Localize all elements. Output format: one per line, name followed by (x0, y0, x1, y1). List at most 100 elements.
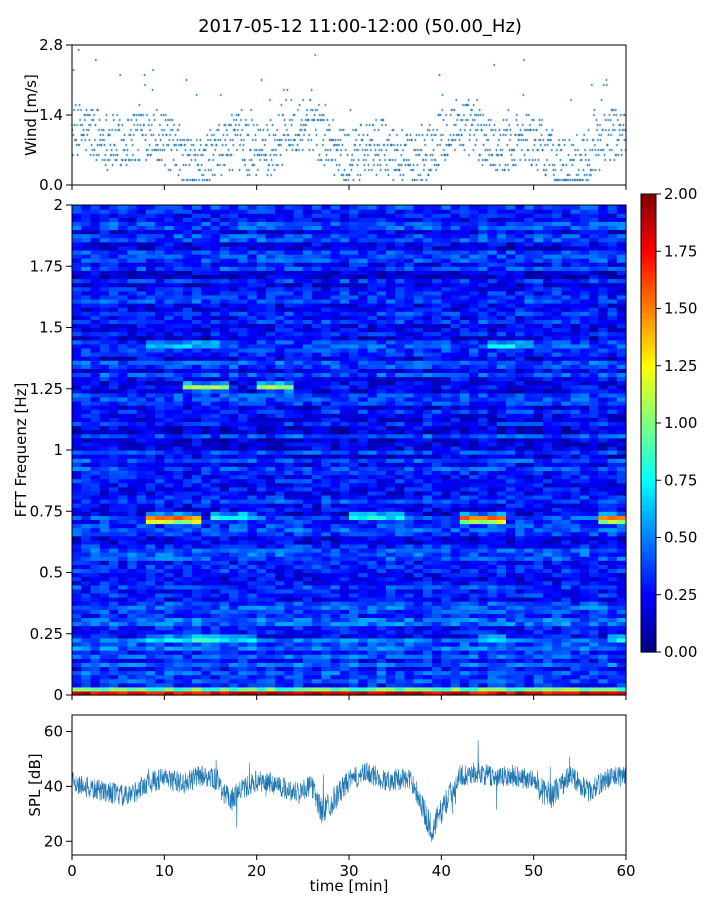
spectrogram-cell (182, 543, 193, 549)
spectrogram-cell (99, 678, 110, 684)
spectrogram-cell (136, 478, 147, 484)
spectrogram-cell (173, 666, 184, 672)
spectrogram-cell (81, 564, 92, 570)
spectrogram-cell (422, 527, 433, 533)
spectrogram-cell (302, 690, 313, 696)
spectrogram-cell (367, 568, 378, 574)
spectrogram-cell (164, 678, 175, 684)
spectrogram-cell (598, 580, 609, 586)
wind-point (171, 138, 175, 142)
spectrogram-cell (395, 462, 405, 467)
spectrogram-cell (459, 617, 470, 623)
spectrogram-cell (598, 564, 609, 570)
spectrogram-cell (367, 654, 378, 659)
spectrogram-cell (505, 690, 516, 696)
spectrogram-cell (552, 605, 562, 610)
spectrogram-cell (404, 641, 415, 647)
spectrogram-cell (247, 678, 258, 684)
spectrogram-cell (533, 552, 544, 557)
spectrogram-cell (312, 499, 322, 504)
spectrogram-cell (395, 576, 405, 582)
spectrogram-cell (542, 609, 553, 614)
spectrogram-cell (173, 690, 184, 696)
spectrogram-cell (99, 576, 110, 582)
spectrogram-cell (210, 552, 221, 557)
spectrogram-cell (275, 445, 285, 451)
spectrogram-cell (561, 617, 572, 623)
spectrogram-cell (432, 503, 442, 508)
spectrogram-cell (210, 613, 221, 619)
spectrogram-cell (201, 458, 212, 463)
spectrogram-cell (579, 605, 590, 610)
spectrogram-cell (72, 548, 82, 553)
spectrogram-cell (469, 641, 479, 647)
spectrogram-cell (201, 641, 212, 647)
spectrogram-cell (293, 458, 304, 463)
spectrogram-cell (542, 686, 553, 692)
spectrogram-cell (72, 637, 82, 643)
spectrogram-cell (164, 580, 175, 586)
wind-point (464, 123, 467, 127)
wind-point (563, 143, 566, 147)
spectrogram-cell (533, 482, 544, 488)
wind-point (333, 158, 337, 162)
spectrogram-cell (99, 466, 110, 472)
spectrogram-cell (293, 454, 304, 459)
wind-point (237, 113, 240, 117)
spectrogram-cell (210, 601, 221, 606)
spectrogram-cell (542, 592, 553, 598)
spectrogram-cell (367, 445, 378, 451)
spectrogram-cell (367, 486, 378, 492)
spectrogram-cell (349, 650, 359, 655)
spectrogram-cell (598, 629, 609, 635)
spectrogram-cell (570, 580, 581, 586)
spectrogram-cell (219, 494, 230, 500)
spectrogram-cell (72, 523, 82, 529)
spectrogram-cell (192, 682, 202, 688)
spectrogram-cell (192, 670, 202, 676)
spectrogram-cell (441, 641, 452, 647)
spectrogram-cell (533, 539, 544, 545)
wind-point (84, 113, 87, 117)
spectrogram-cell (570, 474, 581, 480)
spectrogram-cell (589, 662, 599, 668)
spectrogram-cell (247, 507, 258, 512)
wind-point (93, 138, 97, 142)
spectrogram-cell (330, 666, 341, 672)
spectrogram-cell (542, 641, 553, 647)
spectrogram-cell (312, 670, 322, 676)
wind-point (373, 128, 377, 132)
wind-point (122, 138, 126, 142)
spectrogram-cell (570, 519, 581, 525)
wind-point (284, 123, 287, 127)
spectrogram-cell (312, 445, 322, 451)
spectrogram-cell (469, 576, 479, 582)
spectrogram-cell (441, 580, 452, 586)
spectrogram-cell (487, 678, 498, 684)
spectrogram-cell (182, 462, 193, 467)
spectrogram-cell (275, 629, 285, 635)
wind-point (232, 143, 235, 147)
wind-point (207, 168, 210, 172)
spectrogram-cell (579, 654, 590, 659)
spectrogram-cell (607, 499, 618, 504)
spectrogram-cell (210, 519, 221, 525)
spectrogram-cell (256, 637, 267, 643)
spectrogram-cell (155, 511, 165, 516)
spectrogram-cell (127, 592, 138, 598)
spectrogram-cell (441, 503, 452, 508)
spectrogram-cell (330, 580, 341, 586)
spectrogram-cell (155, 637, 165, 643)
wind-point (437, 163, 440, 167)
spectrogram-cell (432, 568, 442, 574)
spectrogram-cell (265, 666, 276, 672)
spectrogram-cell (598, 572, 609, 578)
spectrogram-cell (228, 527, 239, 533)
wind-point (169, 168, 172, 172)
spectrogram-cell (524, 450, 535, 455)
spectrogram-cell (81, 523, 92, 529)
spectrogram-cell (256, 503, 267, 508)
spectrogram-cell (247, 654, 258, 659)
wind-point (229, 123, 233, 127)
wind-point (521, 123, 524, 127)
